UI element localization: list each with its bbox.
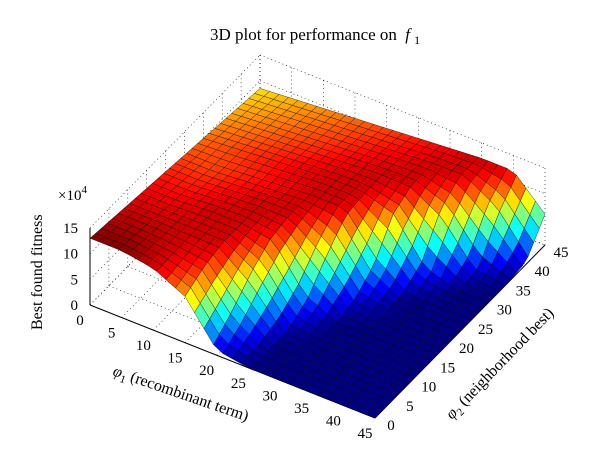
z-tick-label: 5 [71,272,79,288]
x-axis-label: φ1 (recombinant term) [110,363,251,428]
grid-line [153,156,324,331]
grid-line [89,54,261,229]
x-tick-label: 30 [263,388,278,404]
y-tick-label: 30 [497,303,512,319]
y-tick-label: 10 [421,380,436,396]
x-tick-label: 40 [326,413,341,429]
y-tick-label: 25 [478,322,493,338]
z-tick-label: 15 [63,221,78,237]
y-tick-label: 45 [554,245,569,261]
x-tick-label: 20 [199,363,214,379]
y-tick-label: 5 [406,399,414,415]
z-tick-label: 0 [71,298,79,314]
surface-patch [365,408,381,419]
z-tick-labels: 0 5 10 15 [63,221,78,314]
x-tick-label: 45 [358,426,373,442]
x-tick-label: 5 [108,326,116,342]
grid-line [89,106,261,280]
surface-mesh [89,88,546,419]
z-axis-label: Best found fitness [29,214,46,330]
y-tick-label: 20 [459,341,474,357]
x-tick-label: 35 [294,401,309,417]
grid-line [89,131,261,306]
y-tick-label: 0 [387,418,395,434]
z-tick-label: 10 [63,247,78,263]
y-tick-label: 35 [516,283,531,299]
x-tick-label: 25 [231,376,246,392]
chart-title: 3D plot for performance on f 1 [210,25,420,47]
y-tick-label: 40 [535,264,550,280]
z-scale-factor: ×104 [58,184,87,204]
x-tick-label: 15 [168,351,183,367]
x-tick-label: 10 [136,338,151,354]
x-tick-labels: 0 5 10 15 20 25 30 35 40 45 [76,313,372,442]
x-tick-label: 0 [76,313,84,329]
grid-line [121,144,292,318]
y-tick-label: 15 [440,360,455,376]
